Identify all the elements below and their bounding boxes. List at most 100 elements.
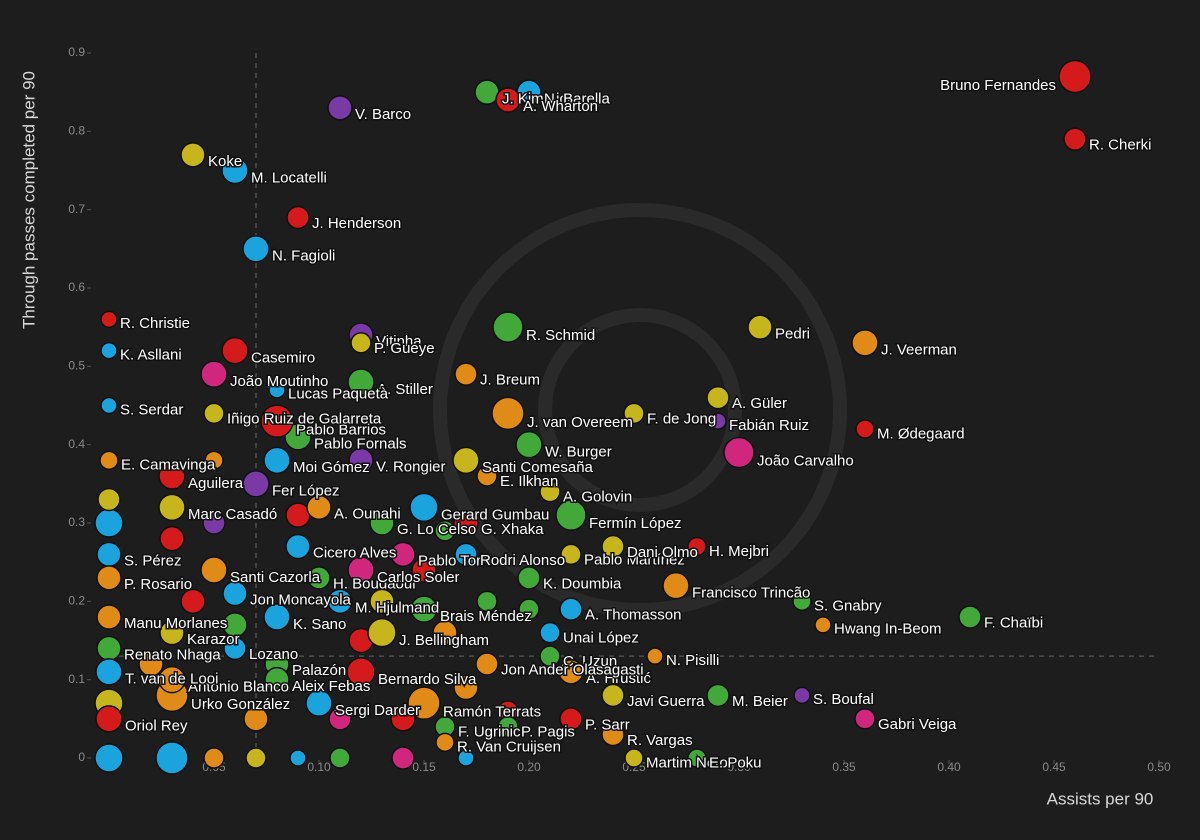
player-label: Dani Olmo <box>627 544 698 561</box>
player-bubble <box>855 419 875 439</box>
player-bubble <box>814 616 832 634</box>
player-bubble <box>601 534 625 559</box>
player-bubble <box>411 557 437 583</box>
player-bubble <box>518 598 540 620</box>
player-label: P. Pagis <box>521 724 575 741</box>
player-label: Pablo Fornals <box>314 436 407 453</box>
player-label: J. Breum <box>480 372 540 389</box>
player-bubble <box>289 749 307 767</box>
x-tick-label: 0.20 <box>517 760 541 774</box>
player-bubble <box>706 683 730 708</box>
player-bubble <box>200 360 228 388</box>
player-label: Javi Guerra <box>627 693 705 710</box>
player-label: G. Xhaka <box>481 521 544 538</box>
player-bubble <box>367 617 397 648</box>
player-bubble <box>96 541 122 568</box>
player-label: A. Hrustić <box>586 670 652 687</box>
player-label: W. Burger <box>545 443 612 460</box>
player-bubble <box>515 430 543 459</box>
player-label: Renato Nhaga <box>124 647 221 664</box>
player-bubble <box>559 597 583 621</box>
player-bubble <box>100 341 118 360</box>
player-label: K. Asllani <box>120 346 182 363</box>
player-label: E. Camavinga <box>121 457 216 474</box>
player-label: A. Ounahi <box>334 506 401 523</box>
y-tick-label: 0.9 <box>68 45 85 59</box>
player-label: R. Christie <box>120 315 190 332</box>
player-label: J. Kimmich <box>502 90 575 107</box>
player-bubble <box>390 541 416 568</box>
player-label: E. Ilkhan <box>500 473 558 490</box>
player-bubble <box>495 87 521 113</box>
player-bubble <box>347 556 375 584</box>
player-label: R. Vargas <box>627 732 693 749</box>
player-bubble <box>434 520 456 542</box>
y-tick-label: 0.5 <box>68 359 85 373</box>
player-bubble <box>476 465 498 487</box>
player-label: Martim Neto <box>646 754 728 771</box>
player-label: Santi Comesaña <box>482 459 594 476</box>
player-bubble <box>204 450 224 471</box>
player-bubble <box>706 385 730 410</box>
player-bubble <box>390 706 416 732</box>
player-label: F. Chaïbi <box>984 615 1043 632</box>
player-bubble <box>202 511 226 535</box>
player-bubble <box>555 499 587 531</box>
player-bubble <box>958 605 982 629</box>
player-bubble <box>646 647 664 665</box>
player-bubble <box>453 510 479 536</box>
player-label: S. Gnabry <box>814 598 882 615</box>
player-label: Karazor <box>187 631 240 648</box>
player-label: Cicero Alves <box>313 545 396 562</box>
player-bubble <box>560 543 582 566</box>
player-label: N. Pisilli <box>666 652 719 669</box>
x-tick-label: 0.10 <box>307 760 331 774</box>
player-label: Brais Méndez <box>440 608 532 625</box>
x-tick-label: 0.50 <box>1147 760 1171 774</box>
player-bubble <box>97 487 121 512</box>
y-tick-label: 0 <box>78 750 85 764</box>
y-tick-label: 0.7 <box>68 202 85 216</box>
player-label: Palazón <box>292 662 346 679</box>
player-bubble <box>96 604 122 630</box>
player-bubble <box>307 566 331 590</box>
player-label: S. Serdar <box>120 401 183 418</box>
player-bubble <box>1058 59 1092 94</box>
player-label: Hwang In-Beom <box>834 621 942 638</box>
player-label: M. Ødegaard <box>877 425 965 442</box>
player-bubble <box>539 645 561 667</box>
player-label: A. Thomasson <box>585 607 681 624</box>
player-bubble <box>99 450 119 471</box>
player-label: S. Boufal <box>813 691 874 708</box>
player-label: Koke <box>208 153 242 170</box>
player-bubble <box>158 493 186 522</box>
player-bubble <box>539 480 561 503</box>
player-bubble <box>100 396 118 415</box>
player-label: J. Veerman <box>881 342 957 359</box>
player-bubble <box>223 636 247 661</box>
player-bubble <box>94 743 124 773</box>
player-label: Ramón Terrats <box>443 704 541 721</box>
x-tick-label: 0.15 <box>412 760 436 774</box>
player-bubble <box>260 404 294 438</box>
player-label: F. de Jong <box>647 410 716 427</box>
player-label: Marc Casadó <box>188 506 277 523</box>
player-bubble <box>284 423 312 451</box>
player-bubble <box>407 686 441 720</box>
player-bubble <box>242 470 270 498</box>
player-label: Aleix Febas <box>292 678 370 695</box>
player-label: Vitinha <box>376 333 422 350</box>
player-bubble <box>350 332 372 354</box>
player-bubble <box>410 595 438 623</box>
player-bubble <box>243 706 269 732</box>
player-label: Pablo Barrios <box>296 422 386 439</box>
player-bubble <box>138 651 164 677</box>
player-label: K. Doumbia <box>543 575 622 592</box>
x-tick-label: 0.45 <box>1042 760 1066 774</box>
player-bubble <box>409 492 439 523</box>
player-label: A. Golovin <box>563 489 632 506</box>
player-label: P. Rosario <box>124 576 192 593</box>
player-label: Unai López <box>563 630 639 647</box>
player-label: M. Hjulmand <box>355 600 439 617</box>
player-label: R. Van Cruijsen <box>457 739 561 756</box>
